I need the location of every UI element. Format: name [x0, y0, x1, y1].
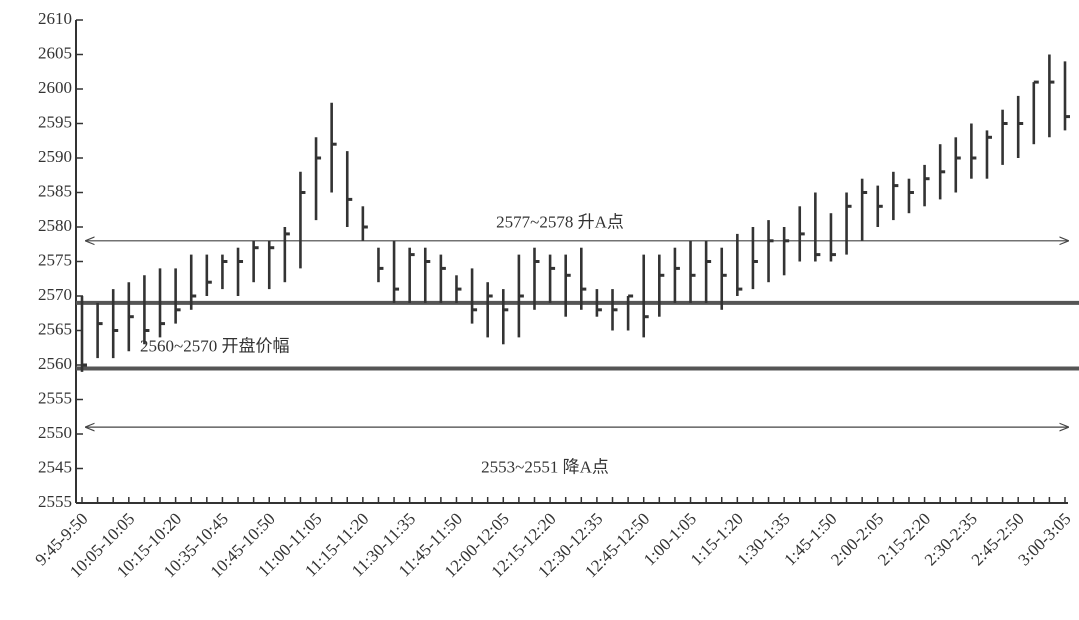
- y-tick-label: 2575: [38, 250, 72, 269]
- y-tick-label: 2610: [38, 9, 72, 28]
- x-tick-label: 3:00-3:05: [1014, 509, 1074, 569]
- y-tick-label: 2545: [38, 457, 72, 476]
- y-tick-label: 2580: [38, 216, 72, 235]
- y-tick-label: 2555: [38, 388, 72, 407]
- y-tick-label: 2550: [38, 423, 72, 442]
- y-tick-label: 2605: [38, 43, 72, 62]
- y-tick-label: 2565: [38, 319, 72, 338]
- y-tick-label: 2570: [38, 285, 72, 304]
- annotation: 2560~2570 开盘价幅: [140, 337, 289, 356]
- y-tick-label: 2595: [38, 112, 72, 131]
- y-tick-label: 2560: [38, 354, 72, 373]
- y-tick-label: 2555: [38, 492, 72, 511]
- y-tick-label: 2590: [38, 147, 72, 166]
- y-tick-label: 2585: [38, 181, 72, 200]
- y-tick-label: 2600: [38, 78, 72, 97]
- annotation: 2553~2551 降A点: [481, 457, 609, 476]
- annotation: 2577~2578 升A点: [496, 212, 624, 231]
